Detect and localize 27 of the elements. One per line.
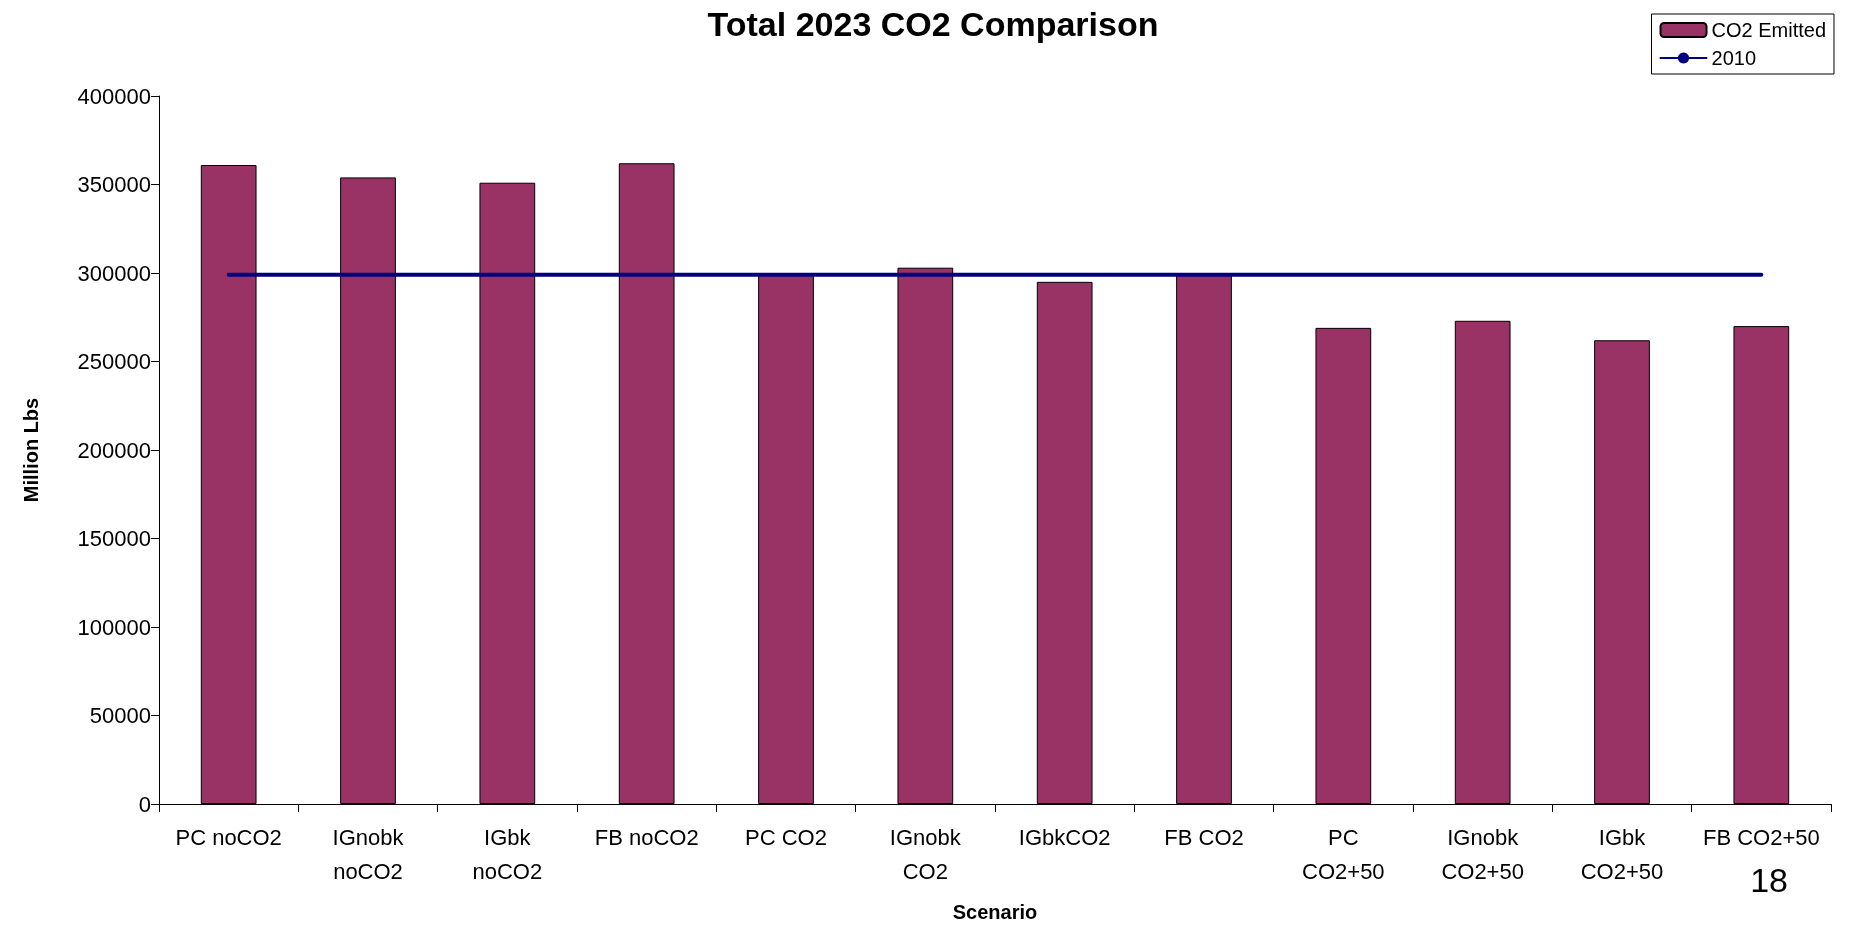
x-tick-label: IGbk CO2+50 [1580, 824, 1664, 884]
x-tick-label: PC CO2 [745, 824, 827, 850]
x-tick-label: IGnobk noCO2 [332, 824, 405, 884]
x-tick-label: FB CO2 [1164, 824, 1244, 850]
y-axis-title: Million Lbs [20, 397, 42, 503]
y-tick-label: 350000 [77, 172, 151, 197]
x-tick-label: PC CO2+50 [1302, 824, 1385, 884]
y-tick-label: 300000 [77, 260, 151, 286]
x-tick-label: IGbkCO2 [1018, 824, 1111, 850]
chart-title: Total 2023 CO2 Comparison [707, 5, 1159, 43]
x-tick-label: PC noCO2 [175, 824, 282, 850]
x-tick-label: FB CO2+50 [1702, 824, 1820, 850]
y-tick-label: 50000 [89, 703, 151, 728]
y-tick-label: 400000 [77, 83, 151, 109]
text: 18 [1750, 861, 1789, 899]
legend-label: CO2 Emitted [1711, 19, 1826, 41]
y-tick-label: 100000 [77, 614, 151, 640]
y-tick-label: 250000 [77, 349, 151, 374]
x-tick-label: IGnobk CO2 [889, 824, 962, 884]
y-tick-label: 0 [138, 791, 151, 817]
y-tick-label: 200000 [77, 437, 151, 463]
x-tick-label: IGbk noCO2 [472, 824, 543, 884]
legend-label: 2010 [1711, 47, 1757, 69]
x-axis-title: Scenario [952, 901, 1038, 923]
y-tick-label: 150000 [77, 526, 151, 551]
x-tick-label: IGnobk CO2+50 [1441, 824, 1524, 884]
x-tick-label: FB noCO2 [594, 824, 699, 850]
